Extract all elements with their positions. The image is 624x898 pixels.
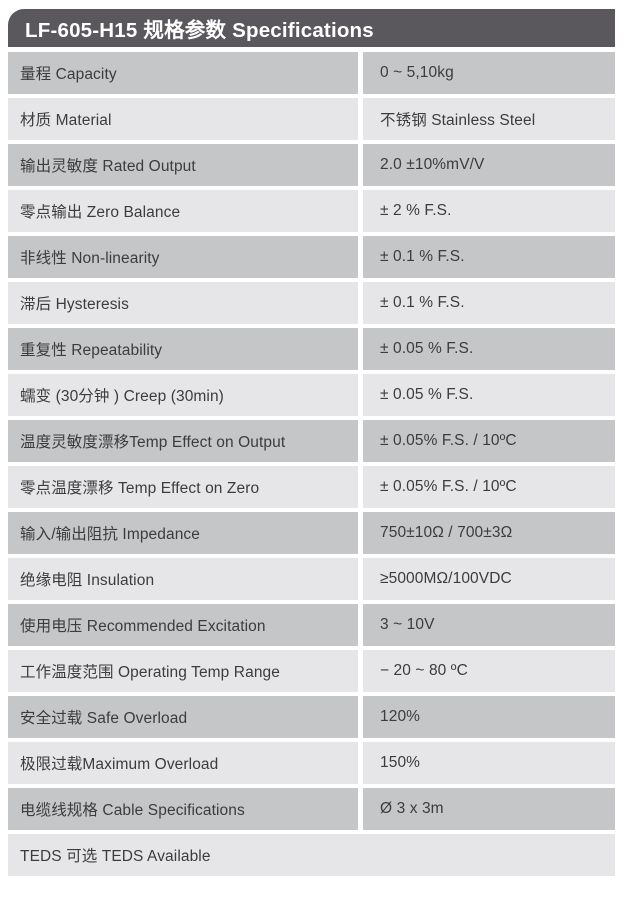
table-cell-label: 重复性 Repeatability (8, 328, 358, 370)
table-cell-value: 150% (363, 742, 615, 784)
table-cell-label: 材质 Material (8, 98, 358, 140)
table-cell-label: 极限过载Maximum Overload (8, 742, 358, 784)
table-row: 滞后 Hysteresis ± 0.1 % F.S. (8, 282, 615, 324)
table-cell-value: ≥5000MΩ/100VDC (363, 558, 615, 600)
table-cell-value: 3 ~ 10V (363, 604, 615, 646)
table-cell-label: 蠕变 (30分钟 ) Creep (30min) (8, 374, 358, 416)
table-cell-label: 滞后 Hysteresis (8, 282, 358, 324)
spec-header-bar: LF-605-H15 规格参数 Specifications (8, 9, 615, 47)
specification-sheet: LF-605-H15 规格参数 Specifications 量程 Capaci… (0, 9, 624, 898)
table-row: 重复性 Repeatability ± 0.05 % F.S. (8, 328, 615, 370)
table-row: 极限过载Maximum Overload 150% (8, 742, 615, 784)
table-cell-label: 零点温度漂移 Temp Effect on Zero (8, 466, 358, 508)
table-row: 输入/输出阻抗 Impedance 750±10Ω / 700±3Ω (8, 512, 615, 554)
table-row: 非线性 Non-linearity ± 0.1 % F.S. (8, 236, 615, 278)
table-cell-value: ± 0.05% F.S. / 10ºC (363, 466, 615, 508)
table-row: 电缆线规格 Cable Specifications Ø 3 x 3m (8, 788, 615, 830)
table-cell-value: 750±10Ω / 700±3Ω (363, 512, 615, 554)
table-row: 材质 Material 不锈钢 Stainless Steel (8, 98, 615, 140)
table-cell-label: 非线性 Non-linearity (8, 236, 358, 278)
table-cell-label: 使用电压 Recommended Excitation (8, 604, 358, 646)
table-cell-value: − 20 ~ 80 ºC (363, 650, 615, 692)
table-cell-label: 输入/输出阻抗 Impedance (8, 512, 358, 554)
table-cell-value: Ø 3 x 3m (363, 788, 615, 830)
page-title: LF-605-H15 规格参数 Specifications (25, 19, 374, 42)
table-row: 量程 Capacity 0 ~ 5,10kg (8, 52, 615, 94)
table-cell-value: 0 ~ 5,10kg (363, 52, 615, 94)
table-cell-label: 温度灵敏度漂移Temp Effect on Output (8, 420, 358, 462)
table-row: 输出灵敏度 Rated Output 2.0 ±10%mV/V (8, 144, 615, 186)
specification-table: 量程 Capacity 0 ~ 5,10kg 材质 Material 不锈钢 Stai… (8, 52, 615, 876)
table-cell-value: 不锈钢 Stainless Steel (363, 98, 615, 140)
table-row: TEDS 可选 TEDS Available (8, 834, 615, 876)
table-row: 绝缘电阻 Insulation ≥5000MΩ/100VDC (8, 558, 615, 600)
table-cell-label: 零点输出 Zero Balance (8, 190, 358, 232)
table-row: 温度灵敏度漂移Temp Effect on Output ± 0.05% F.S.… (8, 420, 615, 462)
table-cell-value: 120% (363, 696, 615, 738)
table-row: 工作温度范围 Operating Temp Range − 20 ~ 80 ºC (8, 650, 615, 692)
table-cell-full: TEDS 可选 TEDS Available (8, 834, 615, 876)
table-cell-value: ± 0.05 % F.S. (363, 328, 615, 370)
table-row: 零点输出 Zero Balance ± 2 % F.S. (8, 190, 615, 232)
table-row: 蠕变 (30分钟 ) Creep (30min) ± 0.05 % F.S. (8, 374, 615, 416)
table-cell-value: ± 0.05 % F.S. (363, 374, 615, 416)
table-cell-value: 2.0 ±10%mV/V (363, 144, 615, 186)
table-cell-value: ± 2 % F.S. (363, 190, 615, 232)
table-cell-label: 输出灵敏度 Rated Output (8, 144, 358, 186)
table-cell-label: 电缆线规格 Cable Specifications (8, 788, 358, 830)
table-row: 零点温度漂移 Temp Effect on Zero ± 0.05% F.S. /… (8, 466, 615, 508)
table-row: 使用电压 Recommended Excitation 3 ~ 10V (8, 604, 615, 646)
table-cell-label: 量程 Capacity (8, 52, 358, 94)
table-cell-value: ± 0.05% F.S. / 10ºC (363, 420, 615, 462)
table-cell-value: ± 0.1 % F.S. (363, 282, 615, 324)
table-cell-label: 工作温度范围 Operating Temp Range (8, 650, 358, 692)
table-cell-label: 绝缘电阻 Insulation (8, 558, 358, 600)
table-cell-value: ± 0.1 % F.S. (363, 236, 615, 278)
table-row: 安全过载 Safe Overload 120% (8, 696, 615, 738)
table-cell-label: 安全过载 Safe Overload (8, 696, 358, 738)
